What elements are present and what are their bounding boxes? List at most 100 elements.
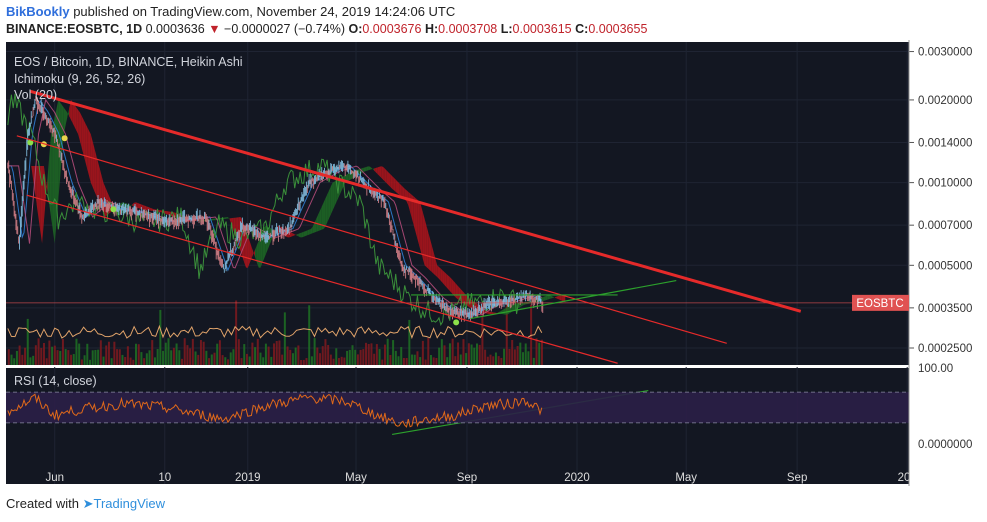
volume-bar (289, 349, 292, 366)
volume-bar (148, 350, 151, 366)
trendline-drawings[interactable] (16, 89, 802, 436)
rsi-line (7, 393, 543, 428)
volume-bar (251, 342, 254, 366)
volume-bar (351, 345, 354, 366)
cloud-segment (411, 194, 414, 226)
cloud-segment (249, 240, 252, 264)
volume-bar (18, 345, 21, 366)
cloud-segment (76, 107, 79, 135)
signal-marker (453, 319, 460, 326)
cloud-segment (328, 186, 331, 219)
volume-bar (135, 343, 137, 366)
cloud-segment (392, 175, 394, 191)
price-tick-label: 0.0030000 (918, 47, 972, 59)
volume-bar (126, 346, 129, 366)
volume-bar (183, 338, 186, 366)
cloud-segment (301, 231, 304, 238)
volume-bar (56, 350, 59, 366)
close-value-ohlc: 0.0003655 (588, 22, 648, 36)
volume-bar (227, 359, 230, 366)
close-value: 0.0003636 (145, 22, 205, 36)
cloud-segment (63, 107, 66, 135)
cloud-segment (166, 211, 169, 215)
volume-bar (465, 353, 468, 366)
volume-bar (121, 354, 124, 366)
cloud-segment (545, 295, 548, 301)
volume-bar (64, 349, 67, 366)
time-tick-label: 2020 (564, 472, 590, 484)
author-link[interactable]: BikBookly (6, 4, 70, 19)
volume-bar (132, 359, 135, 366)
cloud-segment (451, 278, 454, 296)
cloud-segment (503, 308, 506, 315)
volume-bar (21, 354, 24, 366)
volume-bar (199, 340, 202, 366)
cloud-segment (94, 148, 97, 196)
cloud-segment (67, 108, 70, 118)
volume-bar (370, 343, 373, 366)
volume-bars (7, 300, 543, 366)
volume-bar (34, 345, 37, 366)
cloud-segment (415, 198, 418, 239)
cloud-segment (372, 168, 375, 171)
volume-bar (99, 340, 102, 366)
cloud-segment (559, 294, 562, 301)
volume-bar (259, 352, 262, 366)
volume-bar (532, 357, 535, 366)
cloud-segment (148, 207, 151, 211)
volume-bar (218, 340, 221, 366)
volume-bar (432, 357, 435, 366)
volume-bar (53, 345, 56, 366)
volume-bar (481, 302, 484, 366)
volume-bar (354, 349, 357, 366)
cloud-segment (395, 179, 398, 194)
volume-bar (15, 350, 18, 366)
volume-bar (524, 343, 527, 366)
price-chart[interactable]: 0.0030000 0.0020000 0.0014000 0.0010000 0.00… (0, 40, 987, 488)
cloud-segment (437, 265, 440, 279)
volume-bar (32, 355, 35, 366)
cloud-segment (399, 183, 402, 197)
cloud-segment (449, 277, 452, 294)
volume-bar (313, 338, 316, 366)
volume-bar (167, 338, 170, 366)
signal-marker (61, 135, 68, 142)
volume-bar (110, 358, 113, 366)
tradingview-link[interactable]: TradingView (93, 496, 166, 511)
volume-bar (340, 356, 343, 366)
volume-bar (454, 356, 457, 366)
cloud-segment (390, 174, 393, 189)
volume-bar (51, 346, 54, 366)
volume-bar (216, 343, 219, 366)
cloud-segment (168, 211, 171, 216)
cloud-segment (388, 172, 391, 187)
cloud-segment (377, 166, 380, 176)
rsi-label: RSI (14, close) (14, 374, 97, 388)
volume-bar (143, 358, 146, 366)
volume-bar (240, 358, 243, 366)
volume-bar (356, 354, 359, 366)
price-tick-label: 0.0003500 (918, 303, 972, 315)
volume-bar (118, 349, 121, 366)
cloud-segment (431, 245, 434, 274)
volume-bar (362, 349, 365, 366)
volume-bar (24, 347, 27, 366)
open-value: 0.0003676 (362, 22, 422, 36)
volume-bar (327, 345, 330, 366)
cloud-segment (419, 201, 421, 252)
volume-ma-line (7, 324, 543, 340)
volume-bar (91, 350, 94, 366)
volume-bar (70, 354, 73, 366)
cloud-segment (408, 191, 411, 213)
volume-bar (137, 344, 140, 366)
volume-bar (213, 352, 216, 366)
volume-bar (67, 350, 70, 366)
volume-bar (105, 345, 108, 366)
cloud-segment (300, 232, 302, 238)
volume-bar (459, 354, 462, 366)
trendline-red (29, 89, 802, 313)
cloud-segment (87, 126, 89, 176)
volume-bar (522, 352, 524, 366)
volume-bar (473, 347, 476, 366)
volume-bar (175, 343, 178, 366)
